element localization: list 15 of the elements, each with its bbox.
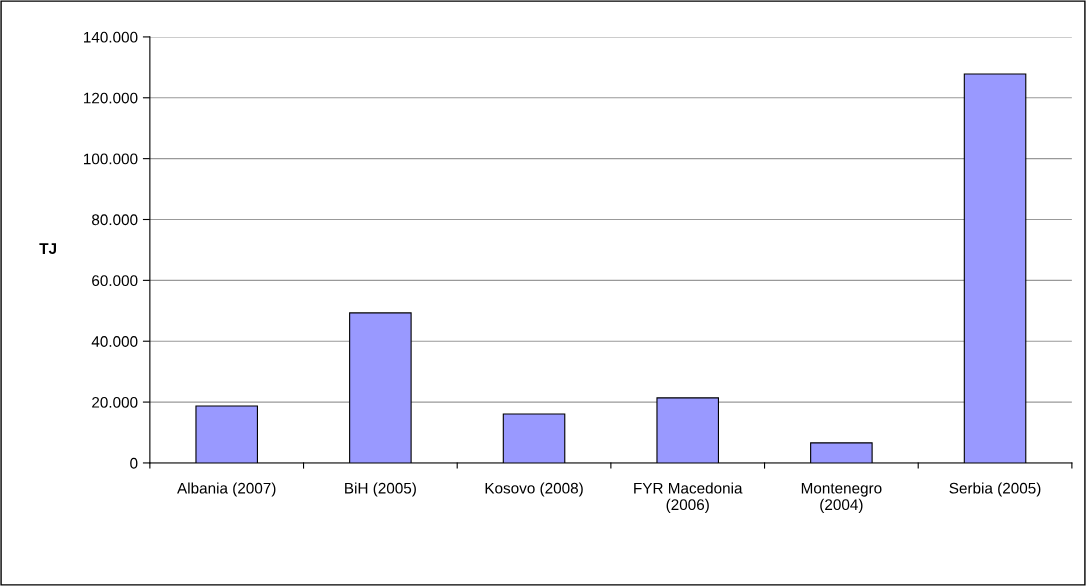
x-tick-label: FYR Macedonia (2006) <box>634 482 743 514</box>
y-tick-label: 80.000 <box>92 214 138 226</box>
x-tick-label: BiH (2005) <box>345 482 416 497</box>
y-axis-title: TJ <box>39 243 56 255</box>
y-tick-label: 120.000 <box>84 92 138 104</box>
x-tick-label: Montenegro (2004) <box>801 482 882 514</box>
x-tick-label: Serbia (2005) <box>949 482 1041 497</box>
y-tick-label: 140.000 <box>84 31 138 43</box>
y-tick-label: 100.000 <box>84 153 138 165</box>
y-tick-label: 20.000 <box>92 396 138 408</box>
y-tick-label: 60.000 <box>92 275 138 287</box>
x-tick-label: Albania (2007) <box>177 482 276 497</box>
x-tick-label: Kosovo (2008) <box>485 482 583 497</box>
y-tick-label: 40.000 <box>91 336 138 347</box>
y-tick-label: 0 <box>130 457 138 469</box>
